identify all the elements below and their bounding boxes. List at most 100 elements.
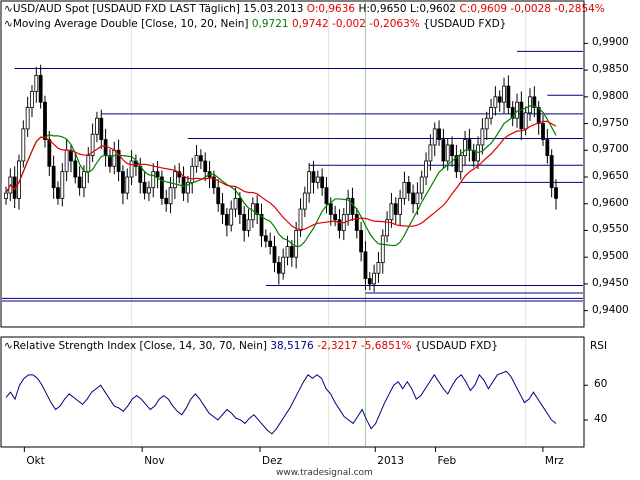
rsi-axis-title: RSI — [590, 340, 608, 352]
candle-body-67 — [294, 230, 299, 258]
candle-body-59 — [259, 214, 264, 237]
price-low: L:0,9602 — [409, 3, 457, 15]
candle-body-79 — [346, 197, 351, 215]
candle-body-119 — [519, 101, 524, 130]
price-name: USD/AUD Spot [USDAUD FXD LAST Täglich] — [12, 3, 240, 15]
candle-body-33 — [147, 187, 151, 194]
price-y-tick-label: 0,9550 — [592, 223, 629, 236]
candle-body-36 — [160, 176, 164, 199]
candle-body-85 — [372, 272, 377, 285]
rsi-panel-border — [0, 336, 585, 448]
candle-body-11 — [51, 165, 56, 189]
candle-body-97 — [424, 160, 428, 178]
rsi-value: 38,5176 — [270, 340, 314, 352]
rsi-change: -2,3217 — [317, 340, 358, 352]
candle-body-93 — [406, 181, 411, 194]
price-date: 15.03.2013 — [243, 3, 304, 15]
x-tick-label: Feb — [437, 455, 457, 467]
candle-body-39 — [172, 171, 177, 189]
candle-body-19 — [86, 155, 91, 173]
candle-body-66 — [289, 246, 294, 258]
candle-body-32 — [142, 181, 147, 194]
candle-body-0 — [4, 192, 8, 199]
x-tick-label: 2013 — [377, 455, 405, 467]
candle-body-34 — [151, 171, 156, 189]
candle-body-86 — [376, 262, 381, 274]
candle-body-51 — [224, 214, 229, 226]
candle-body-105 — [458, 155, 463, 173]
candle-body-88 — [385, 219, 390, 237]
tilde-icon: ∿ — [4, 18, 13, 30]
candle-body-56 — [246, 219, 251, 231]
ma-value-1: 0,9721 — [251, 18, 289, 30]
candle-body-107 — [467, 139, 472, 151]
price-close: C:0,9609 — [459, 3, 508, 15]
candle-body-89 — [389, 203, 394, 221]
candle-body-124 — [541, 123, 545, 140]
candle-body-69 — [302, 192, 307, 210]
candle-body-35 — [155, 171, 160, 178]
candle-body-122 — [532, 96, 537, 108]
tilde-icon: ∿ — [4, 3, 13, 15]
candle-body-10 — [47, 139, 52, 167]
price-y-tick-label: 0,9500 — [592, 250, 629, 263]
price-open: O:0,9636 — [306, 3, 356, 15]
candle-body-26 — [116, 149, 121, 173]
candle-body-15 — [69, 149, 73, 162]
candle-body-53 — [233, 197, 238, 210]
candle-body-54 — [237, 197, 242, 215]
candle-body-82 — [359, 230, 364, 253]
candle-body-55 — [242, 214, 247, 231]
candle-body-92 — [402, 181, 407, 199]
candle-body-73 — [320, 176, 325, 189]
candle-body-94 — [411, 192, 415, 205]
candle-body-95 — [415, 192, 420, 205]
candle-body-21 — [95, 117, 99, 135]
candle-body-65 — [285, 246, 290, 258]
rsi-line-group — [5, 370, 557, 435]
candle-body-77 — [337, 219, 342, 231]
candle-body-42 — [185, 181, 190, 194]
candle-body-61 — [268, 240, 273, 247]
candle-body-106 — [463, 139, 467, 157]
price-y-tick-label: 0,9650 — [592, 170, 629, 182]
candles — [4, 64, 558, 292]
moving-average-20-line — [5, 120, 557, 231]
candle-body-45 — [198, 155, 203, 162]
candle-body-121 — [528, 96, 532, 114]
tilde-icon: ∿ — [4, 340, 13, 352]
candle-body-111 — [484, 117, 489, 130]
candle-body-27 — [121, 171, 125, 194]
candle-body-76 — [333, 214, 338, 221]
candle-body-28 — [125, 176, 130, 194]
price-high: H:0,9650 — [358, 3, 407, 15]
candle-body-64 — [281, 256, 286, 274]
price-header: ∿USD/AUD Spot [USDAUD FXD LAST Täglich] … — [4, 3, 605, 15]
candle-body-16 — [73, 160, 78, 178]
candle-body-24 — [108, 155, 112, 167]
x-tick-label: Okt — [26, 455, 45, 467]
candle-body-101 — [441, 139, 446, 162]
price-y-tick-label: 0,9800 — [592, 89, 629, 102]
candle-body-103 — [450, 144, 454, 157]
candle-body-104 — [454, 155, 459, 173]
x-tick-label: Dez — [262, 455, 283, 467]
candle-body-108 — [471, 149, 476, 162]
rsi-name: Relative Strength Index [Close, 14, 30, … — [12, 340, 267, 352]
x-tick-label: Mrz — [544, 455, 564, 467]
rsi-y-tick-label: 40 — [594, 412, 608, 425]
rsi-symbol: {USDAUD FXD} — [414, 340, 499, 352]
ma-header: ∿Moving Average Double [Close, 10, 20, N… — [4, 18, 506, 30]
candle-body-7 — [34, 75, 39, 92]
candle-body-117 — [510, 107, 515, 119]
candle-body-115 — [502, 85, 506, 103]
candle-body-38 — [168, 187, 173, 205]
candle-body-120 — [523, 112, 528, 130]
price-y-tick-label: 0,9750 — [592, 116, 629, 129]
rsi-change-pct: -5,6851% — [360, 340, 412, 352]
candle-body-84 — [367, 278, 372, 285]
ma-value-2: 0,9742 — [291, 18, 329, 30]
candle-body-62 — [272, 246, 277, 263]
candle-body-29 — [129, 160, 134, 178]
candle-body-43 — [190, 165, 195, 183]
